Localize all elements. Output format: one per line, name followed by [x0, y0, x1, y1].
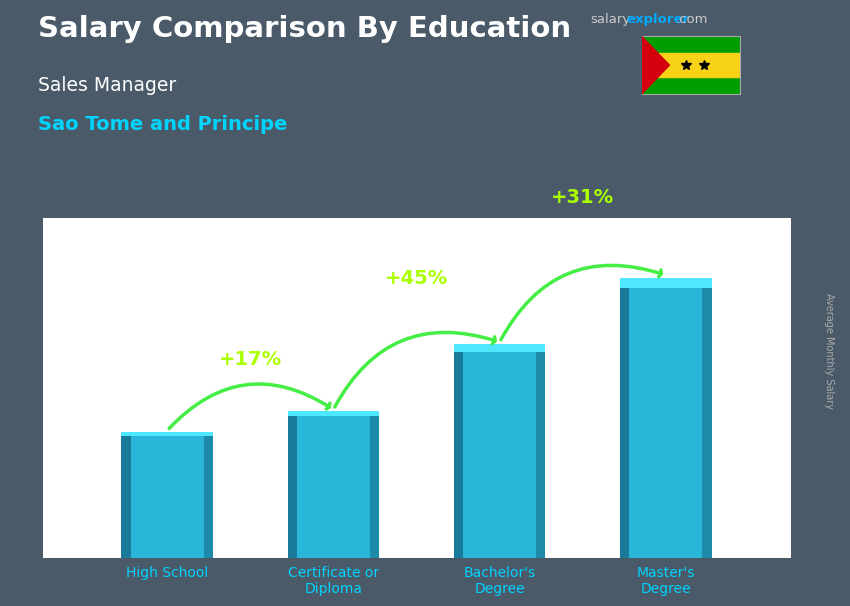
Bar — [454, 344, 463, 558]
Bar — [287, 411, 379, 558]
Bar — [287, 411, 379, 416]
Bar — [287, 411, 297, 558]
Bar — [454, 344, 546, 351]
Bar — [702, 278, 711, 558]
Bar — [536, 344, 546, 558]
Text: Salary Comparison By Education: Salary Comparison By Education — [38, 15, 571, 43]
Polygon shape — [642, 36, 670, 94]
Text: +31%: +31% — [551, 188, 615, 207]
Bar — [454, 344, 546, 558]
Bar — [122, 432, 131, 558]
Bar — [620, 278, 711, 558]
Text: +45%: +45% — [385, 268, 448, 288]
Bar — [204, 432, 212, 558]
Text: +17%: +17% — [218, 350, 282, 369]
Bar — [122, 432, 212, 558]
Bar — [370, 411, 379, 558]
Text: Average Monthly Salary: Average Monthly Salary — [824, 293, 834, 410]
Text: 7,780,000 STD: 7,780,000 STD — [98, 418, 179, 427]
Text: Sales Manager: Sales Manager — [38, 76, 177, 95]
Text: Sao Tome and Principe: Sao Tome and Principe — [38, 115, 287, 134]
Bar — [620, 278, 629, 558]
Text: explorer: explorer — [626, 13, 689, 26]
Text: 17,300,000 STD: 17,300,000 STD — [676, 264, 765, 273]
Text: 9,070,000 STD: 9,070,000 STD — [264, 396, 346, 407]
Bar — [122, 432, 212, 436]
Bar — [642, 53, 740, 77]
Text: .com: .com — [676, 13, 708, 26]
Text: salary: salary — [591, 13, 631, 26]
Bar — [620, 278, 711, 288]
Text: 13,200,000 STD: 13,200,000 STD — [430, 330, 518, 340]
